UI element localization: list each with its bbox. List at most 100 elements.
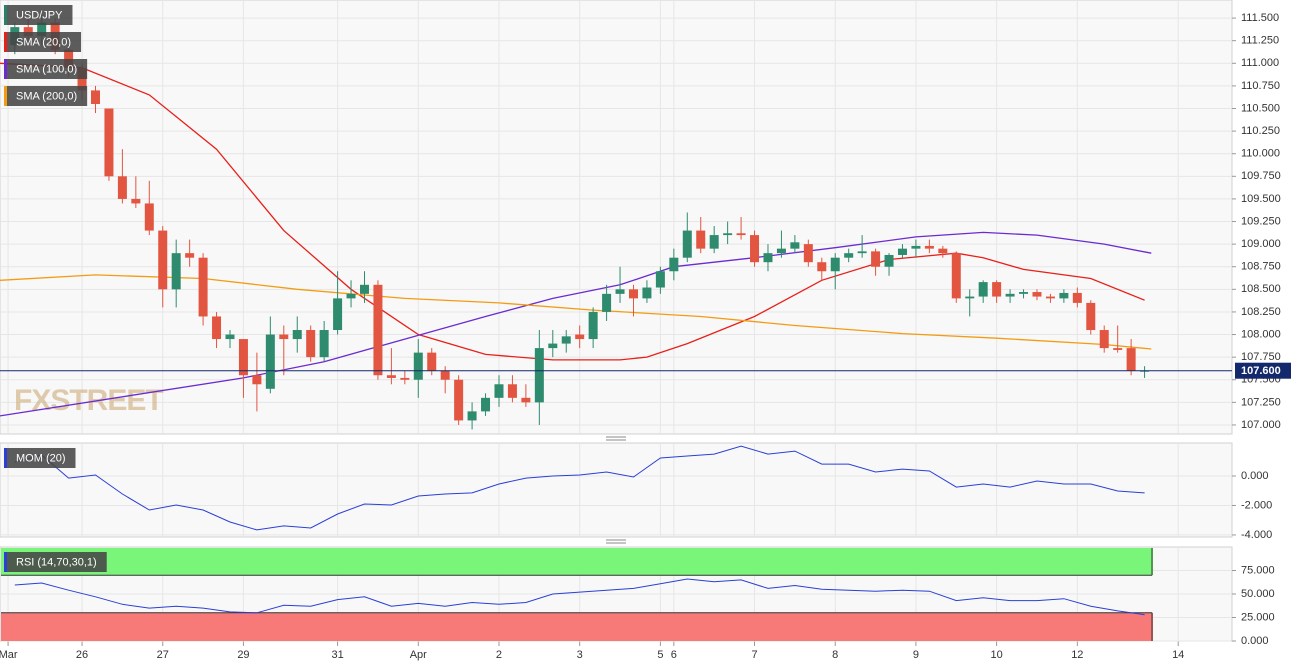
candle-body — [481, 397, 491, 412]
y-tick-label: 110.250 — [1241, 125, 1280, 137]
y-tick-label: 108.500 — [1241, 283, 1281, 295]
candle-body — [682, 230, 692, 258]
label-box-bg — [4, 86, 88, 106]
indicator-line — [14, 445, 1145, 531]
candle-body — [709, 235, 719, 249]
candle-body — [1059, 292, 1069, 299]
candle-body — [803, 244, 813, 263]
candle-body — [158, 230, 168, 290]
panel-grip[interactable] — [606, 539, 626, 544]
mom-panel — [0, 442, 1233, 538]
x-tick-label: Mar — [0, 649, 18, 661]
candle-body — [817, 262, 827, 272]
panel-grip[interactable] — [606, 436, 626, 441]
y-tick-label: 109.250 — [1241, 215, 1281, 227]
candle-body — [669, 257, 679, 272]
candle-body — [64, 49, 74, 68]
candle-body — [723, 233, 733, 236]
last-price-box — [1235, 362, 1291, 379]
candle-body — [561, 336, 571, 344]
y-tick-label: 110.000 — [1241, 148, 1280, 160]
candle-body — [440, 370, 450, 380]
candle-body — [386, 375, 396, 378]
last-price-label: 107.600 — [1241, 365, 1281, 377]
candle-body — [628, 289, 638, 299]
label-text: SMA (20,0) — [16, 36, 71, 48]
candle-body — [252, 375, 262, 385]
label-color-bar — [4, 448, 7, 468]
candle-body — [655, 271, 665, 288]
y-tick-label: 75.000 — [1241, 564, 1275, 576]
overbought-zone — [1, 548, 1153, 576]
candle-body — [575, 334, 585, 340]
candle-body — [602, 293, 612, 312]
oversold-zone — [1, 612, 1153, 641]
candle-body — [951, 253, 961, 299]
candle-body — [1072, 292, 1082, 303]
x-tick-label: 26 — [76, 649, 88, 661]
label-box-bg — [4, 448, 76, 468]
candle-body — [521, 397, 531, 403]
candle-body — [844, 253, 854, 258]
candle-body — [265, 334, 275, 389]
label-text: SMA (100,0) — [16, 63, 77, 75]
y-tick-label: 111.500 — [1241, 12, 1279, 24]
y-tick-label: 107.000 — [1241, 419, 1281, 431]
price-panel — [0, 0, 1233, 435]
label-box: SMA (20,0) — [4, 32, 82, 52]
y-tick-label: 0.000 — [1241, 470, 1269, 482]
x-tick-label: 6 — [671, 649, 677, 661]
candle-body — [1113, 348, 1123, 350]
candle-body — [427, 352, 437, 371]
candle-body — [467, 411, 477, 421]
candle-body — [1126, 348, 1136, 371]
y-tick-label: 25.000 — [1241, 611, 1275, 623]
candle-body — [37, 22, 47, 37]
y-tick-label: -4.000 — [1241, 529, 1272, 541]
candle-body — [884, 254, 894, 267]
candle-body — [117, 176, 127, 199]
candle-body — [225, 334, 235, 340]
x-tick-label: 12 — [1071, 649, 1083, 661]
label-box-bg — [4, 59, 88, 79]
label-color-bar — [4, 59, 7, 79]
candle-body — [534, 348, 544, 403]
candle-body — [292, 330, 302, 340]
label-color-bar — [4, 5, 7, 25]
candle-body — [212, 316, 222, 340]
y-tick-label: 111.250 — [1241, 35, 1279, 47]
candle-body — [924, 245, 934, 249]
label-box: SMA (100,0) — [4, 59, 88, 79]
candle-body — [696, 230, 706, 249]
label-color-bar — [4, 552, 7, 572]
candle-body — [333, 298, 343, 331]
indicator-line — [14, 578, 1145, 616]
label-text: MOM (20) — [16, 452, 66, 464]
y-tick-label: 0.000 — [1241, 635, 1269, 647]
candle-body — [238, 339, 248, 376]
candle-body — [776, 248, 786, 254]
y-tick-label: 109.750 — [1241, 170, 1281, 182]
y-tick-label: 111.000 — [1241, 57, 1279, 69]
x-tick-label: 5 — [657, 649, 663, 661]
plot-layer: Mar 26 27 29 31 Apr 2 3 5 6 7 8 9 10 12 14 107.000 107.25… — [0, 1, 1291, 661]
candle-body — [359, 284, 369, 294]
candle-body — [548, 343, 558, 349]
x-tick-label: 8 — [832, 649, 838, 661]
y-tick-label: 110.500 — [1241, 102, 1280, 114]
candle-body — [992, 282, 1002, 297]
candle-body — [346, 293, 356, 299]
x-tick-label: 2 — [496, 649, 502, 661]
candle-body — [763, 253, 773, 263]
candle-body — [319, 330, 329, 358]
x-tick-label: 7 — [751, 649, 757, 661]
candle-body — [978, 282, 988, 297]
label-box-bg — [4, 552, 107, 572]
x-tick-label: 9 — [913, 649, 919, 661]
candle-body — [1099, 330, 1109, 349]
candle-body — [790, 242, 800, 249]
candle-body — [104, 108, 114, 177]
candle-body — [185, 253, 195, 258]
candle-body — [77, 67, 87, 91]
x-tick-label: 31 — [331, 649, 343, 661]
